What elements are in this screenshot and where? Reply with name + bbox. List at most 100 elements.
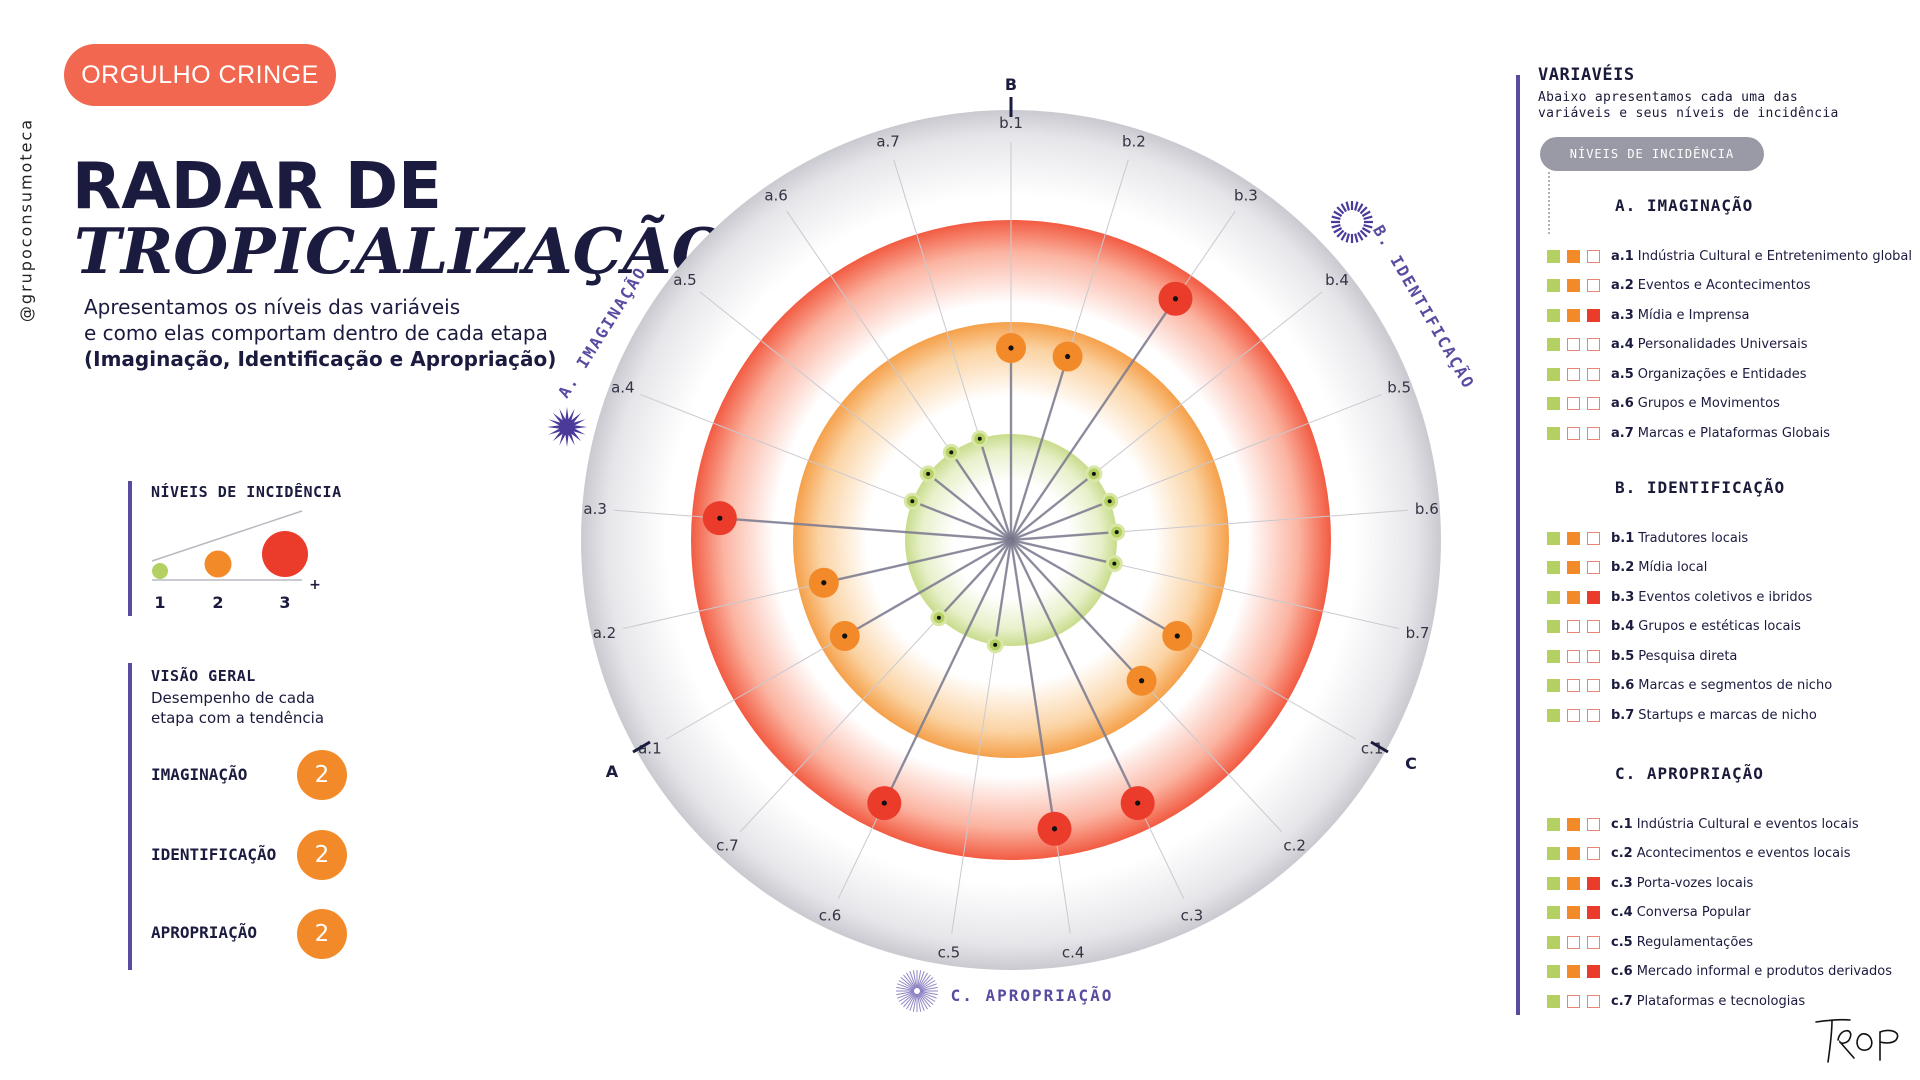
variable-text: b.7 Startups e marcas de nicho (1611, 708, 1817, 723)
variable-label-a-6: a.6 (764, 186, 788, 204)
variable-row: a.2 Eventos e Acontecimentos (1547, 278, 1811, 294)
overview-desc-line2: etapa com a tendência (151, 709, 325, 727)
level-square-3 (1587, 906, 1600, 919)
variable-text: a.6 Grupos e Movimentos (1611, 396, 1780, 411)
data-point-center-c-2 (1138, 678, 1145, 684)
level-square-2 (1567, 906, 1580, 919)
level-square-3 (1587, 590, 1600, 604)
level-square-2 (1567, 708, 1580, 722)
variable-section-heading: C. APROPRIAÇÃO (1615, 764, 1764, 783)
variable-text: a.1 Indústria Cultural e Entretenimento g… (1611, 249, 1912, 264)
legend-dot-2 (204, 550, 232, 578)
variable-name: Indústria Cultural e Entretenimento glob… (1637, 248, 1912, 264)
level-line-c-2 (1010, 539, 1143, 682)
section-label-apropriacao: C. APROPRIAÇÃO (951, 986, 1114, 1005)
legend-level-3: 3 (279, 593, 290, 612)
level-square-3 (1587, 308, 1600, 322)
variable-label-c-2: c.2 (1283, 837, 1306, 855)
variable-row: c.7 Plataformas e tecnologias (1547, 993, 1805, 1009)
variable-row: b.1 Tradutores locais (1547, 530, 1748, 546)
data-point-center-b-1 (1008, 345, 1014, 351)
level-square-1 (1547, 994, 1560, 1008)
overview-score-imaginacao: 2 (297, 750, 347, 800)
level-square-1 (1547, 965, 1560, 978)
variable-text: a.4 Personalidades Universais (1611, 337, 1808, 352)
brand-badge: ORGULHO CRINGE (64, 44, 336, 106)
variable-code: a.4 (1611, 337, 1634, 352)
level-line-a-7 (978, 438, 1013, 541)
variable-code: a.6 (1611, 396, 1634, 411)
variable-text: c.3 Porta-vozes locais (1611, 876, 1753, 891)
variable-text: c.2 Acontecimentos e eventos locais (1611, 846, 1851, 861)
variable-label-c-4: c.4 (1062, 943, 1085, 961)
variable-name: Conversa Popular (1636, 905, 1751, 920)
variable-name: Grupos e estéticas locais (1638, 619, 1801, 634)
right-panel-desc-line2: variáveis e seus níveis de incidência (1538, 106, 1839, 121)
variable-code: c.3 (1611, 875, 1633, 891)
variable-text: a.7 Marcas e Plataformas Globais (1611, 426, 1830, 441)
level-line-c-6 (883, 539, 1013, 804)
axis-letter-a: A (606, 762, 619, 781)
level-square-2 (1567, 935, 1580, 949)
level-square-2 (1567, 531, 1580, 545)
right-panel-rule (1516, 75, 1520, 1015)
level-square-2 (1567, 338, 1580, 351)
level-square-2 (1567, 397, 1580, 410)
level-square-3 (1587, 847, 1600, 860)
level-line-b-3 (1010, 298, 1177, 541)
variable-name: Indústria Cultural e eventos locais (1636, 816, 1859, 832)
variable-row: b.5 Pesquisa direta (1547, 648, 1737, 664)
overview-title: VISÃO GERAL (151, 667, 256, 685)
level-square-3 (1587, 531, 1600, 545)
variable-row: b.3 Eventos coletivos e ibridos (1547, 589, 1812, 605)
variable-name: Regulamentações (1636, 934, 1754, 950)
data-point-center-c-5 (993, 642, 998, 647)
variable-text: b.2 Mídia local (1611, 560, 1707, 575)
variable-row: c.4 Conversa Popular (1547, 905, 1751, 921)
level-square-3 (1587, 817, 1600, 831)
level-line-b-6 (1010, 530, 1117, 542)
variable-name: Mídia local (1638, 560, 1708, 575)
variable-code: b.3 (1611, 589, 1635, 605)
level-square-1 (1547, 876, 1560, 890)
level-square-2 (1567, 620, 1580, 633)
overview-score-identificacao: 2 (297, 830, 347, 880)
data-point-center-a-2 (821, 580, 827, 586)
level-square-3 (1587, 994, 1600, 1008)
overview-label-identificacao: IDENTIFICAÇÃO (151, 845, 277, 864)
level-line-a-2 (823, 538, 1012, 584)
variable-section-heading: A. IMAGINAÇÃO (1615, 196, 1754, 215)
axis-letter-b: B (1005, 75, 1017, 94)
variable-code: b.6 (1611, 678, 1635, 693)
variable-text: b.1 Tradutores locais (1611, 531, 1748, 546)
level-square-1 (1547, 935, 1560, 949)
level-square-1 (1547, 249, 1560, 263)
axis-letter-c: C (1405, 754, 1417, 773)
level-line-c-5 (994, 539, 1013, 645)
variable-name: Mercado informal e produtos derivados (1636, 964, 1892, 979)
level-square-3 (1587, 397, 1600, 410)
dashed-ring-icon (1331, 201, 1373, 243)
variable-name: Marcas e segmentos de nicho (1638, 678, 1833, 693)
variable-code: c.5 (1611, 934, 1633, 950)
level-line-b-2 (1009, 356, 1069, 541)
level-square-3 (1587, 426, 1600, 440)
variable-text: c.7 Plataformas e tecnologias (1611, 994, 1805, 1009)
variable-text: b.6 Marcas e segmentos de nicho (1611, 678, 1832, 693)
level-square-2 (1567, 590, 1580, 604)
page-title-line1: RADAR DE (72, 150, 442, 224)
variable-code: a.1 (1611, 248, 1634, 264)
starburst-icon (547, 407, 587, 447)
variable-name: Tradutores locais (1638, 530, 1749, 546)
variable-label-b-5: b.5 (1387, 379, 1411, 397)
variable-text: c.6 Mercado informal e produtos derivados (1611, 964, 1892, 979)
level-line-a-4 (911, 500, 1012, 542)
level-square-2 (1567, 367, 1580, 381)
variable-row: b.7 Startups e marcas de nicho (1547, 707, 1817, 723)
overview-label-apropriacao: APROPRIAÇÃO (151, 923, 257, 942)
level-line-b-5 (1010, 500, 1111, 542)
level-line-b-4 (1010, 472, 1095, 541)
intro-line1: Apresentamos os níveis das variáveis (84, 295, 461, 319)
level-square-3 (1587, 876, 1600, 890)
level-square-3 (1587, 338, 1600, 351)
